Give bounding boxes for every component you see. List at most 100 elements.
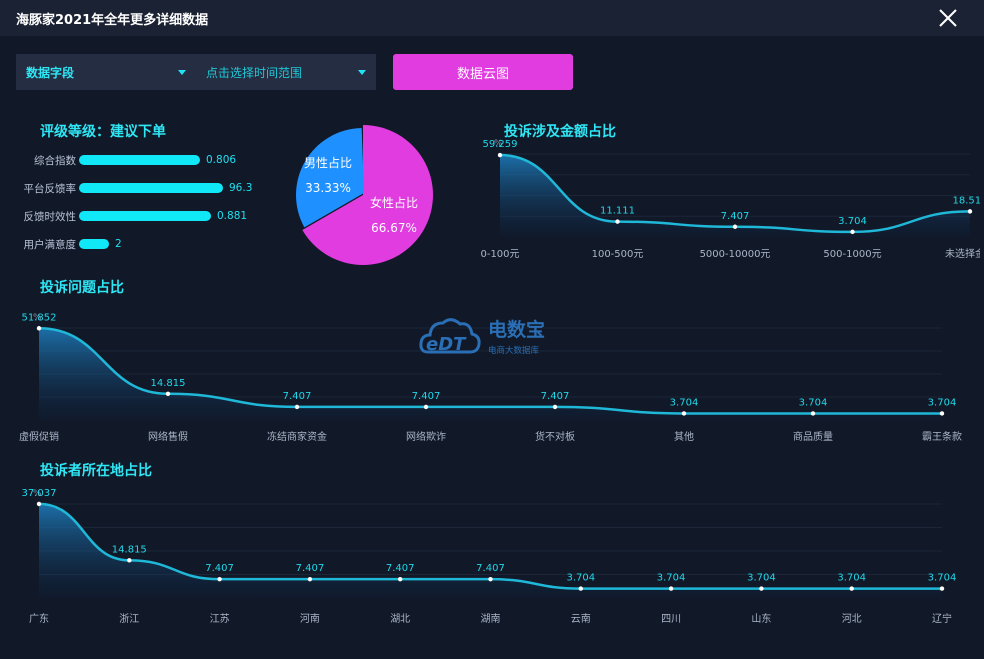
rating-value: 2 (115, 238, 122, 250)
watermark-logo-text: eDT (426, 334, 467, 355)
x-tick-label: 辽宁 (932, 612, 952, 625)
data-point (759, 586, 764, 591)
data-point (423, 404, 429, 410)
data-label: 18.519 (953, 195, 981, 206)
chart-issues-title: 投诉问题占比 (40, 280, 124, 296)
x-tick-label: 100-500元 (592, 249, 644, 260)
data-label: 3.704 (928, 573, 957, 584)
time-range-select[interactable]: 点击选择时间范围 (196, 54, 376, 90)
data-point (967, 209, 973, 214)
rating-row: 平台反馈率 96.3 (16, 182, 253, 195)
data-point (681, 411, 687, 416)
data-point (497, 152, 503, 158)
data-label: 7.407 (205, 563, 234, 574)
rating-value: 0.806 (206, 154, 237, 166)
pie-value-female: 66.67% (371, 221, 417, 235)
chevron-down-icon (178, 69, 186, 75)
rating-row: 综合指数 0.806 (16, 154, 237, 167)
rating-value: 0.881 (217, 210, 248, 222)
data-label: 7.407 (476, 563, 505, 574)
data-point (939, 586, 945, 591)
rating-bar (79, 239, 109, 249)
rating-bar (79, 183, 223, 193)
x-tick-label: 500-1000元 (823, 249, 881, 260)
x-tick-label: 网络售假 (148, 430, 188, 443)
rating-bar (79, 211, 211, 221)
rating-label: 综合指数 (34, 154, 76, 167)
data-point (398, 576, 403, 582)
rating-value: 96.3 (229, 182, 253, 194)
data-cloud-button[interactable]: 数据云图 (393, 54, 573, 90)
data-label: 3.704 (837, 573, 866, 584)
x-tick-label: 霸王条款 (922, 430, 962, 443)
title-bar: 海豚家2021年全年更多详细数据 (0, 0, 984, 36)
data-point (165, 391, 171, 396)
x-tick-label: 河北 (842, 613, 862, 625)
rating-title: 评级等级：建议下单 (40, 124, 166, 140)
rating-label: 反馈时效性 (23, 210, 77, 223)
window-title: 海豚家2021年全年更多详细数据 (16, 13, 209, 28)
pie-label-male: 男性占比 (304, 155, 352, 170)
data-point (36, 326, 42, 331)
data-point (488, 576, 493, 582)
x-tick-label: 货不对板 (535, 430, 575, 443)
data-point (307, 576, 313, 582)
x-tick-label: 5000-10000元 (700, 249, 771, 260)
x-tick-label: 四川 (661, 614, 681, 625)
data-point (36, 501, 42, 507)
data-point (939, 411, 945, 416)
rating-bar (79, 155, 200, 165)
pie-slice-male (296, 128, 364, 228)
x-tick-label: 江苏 (210, 612, 230, 625)
x-tick-label: 未选择金额 (945, 247, 980, 260)
close-icon[interactable] (936, 6, 960, 30)
chart-amount-title: 投诉涉及金额占比 (504, 124, 616, 140)
data-point (217, 576, 222, 582)
data-label: 3.704 (928, 397, 957, 408)
gender-pie-chart: 男性占比 33.33% 女性占比 66.67% (296, 125, 433, 265)
data-label: 3.704 (566, 573, 595, 584)
series-area (39, 328, 942, 420)
chart-location: %37.037 广东 14.815 浙江 7.407 江苏 7.407 河南 7.407 湖北 7.… (22, 488, 957, 625)
data-point (552, 404, 558, 410)
data-label: 7.407 (412, 391, 441, 402)
data-point (294, 404, 300, 410)
data-label: 14.815 (112, 544, 147, 555)
data-label: 7.407 (541, 391, 570, 402)
field-select-value: 数据字段 (26, 65, 75, 80)
y-unit-label: % (33, 489, 42, 499)
data-label: 3.704 (747, 573, 776, 584)
data-label: 14.815 (151, 378, 186, 389)
data-label: 7.407 (296, 563, 325, 574)
watermark-brand: 电数宝 (488, 318, 545, 341)
data-label: 11.111 (600, 206, 635, 217)
data-label: 59.259 (483, 139, 518, 150)
data-point (732, 224, 738, 229)
cloud-icon (419, 318, 481, 354)
series-line (38, 502, 942, 590)
x-tick-label: 湖北 (390, 613, 410, 625)
series-area (500, 155, 970, 237)
data-label: 3.704 (799, 397, 828, 408)
time-range-placeholder: 点击选择时间范围 (206, 65, 303, 80)
x-tick-label: 0-100元 (480, 249, 519, 260)
y-unit-label: % (494, 139, 503, 149)
data-point (849, 586, 854, 591)
rating-label: 用户满意度 (23, 238, 77, 251)
y-unit-label: % (33, 313, 42, 323)
data-point (578, 586, 583, 591)
chevron-down-icon (358, 69, 366, 75)
data-label: 51.852 (22, 312, 57, 323)
pie-label-female: 女性占比 (370, 195, 418, 210)
data-point (127, 558, 132, 563)
data-point (850, 229, 855, 235)
watermark-sub: 电商大数据库 (488, 345, 540, 356)
x-tick-label: 湖南 (481, 612, 501, 625)
data-point (615, 219, 620, 224)
chart-issues: %51.852 虚假促销 14.815 网络售假 7.407 冻结商家资金 7.407 网络欺… (19, 312, 962, 443)
x-tick-label: 广东 (29, 612, 49, 625)
chart-location-title: 投诉者所在地占比 (40, 463, 152, 479)
data-label: 7.407 (283, 391, 312, 402)
field-select[interactable]: 数据字段 (16, 54, 196, 90)
x-tick-label: 浙江 (119, 613, 139, 625)
